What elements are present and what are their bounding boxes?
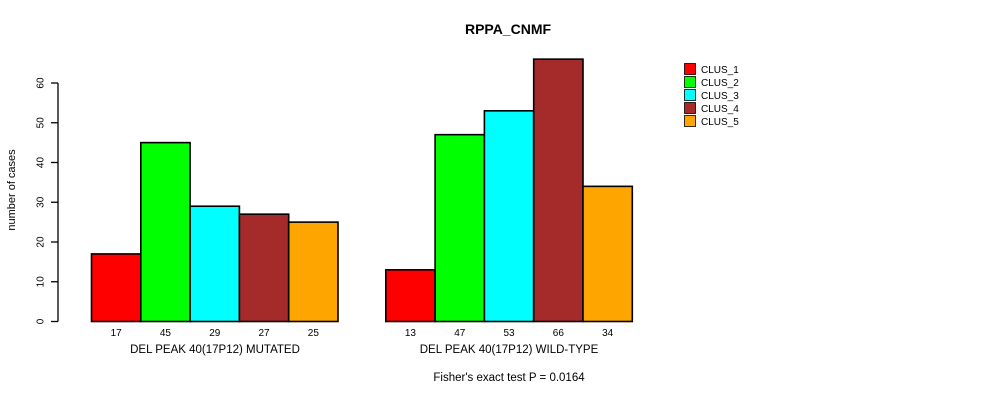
- bar-clus_1-group0: [90, 253, 142, 323]
- y-axis-tick-label: 50: [36, 117, 47, 129]
- bar-value-label: 13: [405, 328, 417, 339]
- bar-clus_4-group1: [532, 58, 584, 323]
- y-axis-tick-label: 10: [36, 276, 47, 288]
- legend-label-clus_2: CLUS_2: [701, 78, 739, 89]
- chart-title: RPPA_CNMF: [465, 21, 552, 37]
- bar-clus_3-group1: [483, 110, 535, 323]
- bar-value-label: 34: [602, 328, 614, 339]
- bar-value-label: 17: [111, 328, 123, 339]
- legend-label-clus_3: CLUS_3: [701, 91, 739, 102]
- group-label-wildtype: DEL PEAK 40(17P12) WILD-TYPE: [420, 344, 599, 356]
- legend-label-clus_1: CLUS_1: [701, 65, 739, 76]
- bar-clus_5-group0: [287, 221, 339, 323]
- y-axis-tick-label: 0: [36, 318, 47, 324]
- bar-value-label: 66: [553, 328, 565, 339]
- y-axis-tick-label: 40: [36, 157, 47, 169]
- bar-clus_5-group1: [582, 185, 634, 323]
- legend-label-clus_5: CLUS_5: [701, 117, 739, 128]
- bar-clus_2-group0: [140, 141, 191, 323]
- bar-value-label: 25: [308, 328, 320, 339]
- y-axis-tick-label: 30: [36, 196, 47, 208]
- generated-chart-layer: 0 10 20 30 40 50 60 17 45 29 27 25 13 47 53 66 34 CLUS_1 C…: [36, 58, 739, 339]
- bar-value-label: 29: [209, 328, 221, 339]
- bar-clus_1-group1: [384, 269, 436, 323]
- y-axis-tick-label: 20: [36, 236, 47, 248]
- legend-label-clus_4: CLUS_4: [701, 104, 739, 115]
- legend-swatch-clus_3: [684, 89, 696, 101]
- y-axis-title: number of cases: [6, 149, 18, 231]
- bar-value-label: 47: [454, 328, 466, 339]
- bar-clus_3-group0: [189, 205, 241, 323]
- bar-clus_4-group0: [238, 213, 290, 323]
- y-axis-tick-label: 60: [36, 77, 47, 89]
- footnote-fisher-test: Fisher's exact test P = 0.0164: [433, 372, 585, 384]
- bar-clus_2-group1: [434, 133, 486, 323]
- group-label-mutated: DEL PEAK 40(17P12) MUTATED: [130, 344, 300, 356]
- bar-value-label: 27: [258, 328, 270, 339]
- bar-value-label: 53: [503, 328, 515, 339]
- legend-swatch-clus_1: [684, 63, 696, 75]
- legend-swatch-clus_5: [684, 115, 696, 127]
- legend-swatch-clus_2: [684, 76, 696, 88]
- legend-swatch-clus_4: [684, 102, 696, 114]
- bar-value-label: 45: [160, 328, 172, 339]
